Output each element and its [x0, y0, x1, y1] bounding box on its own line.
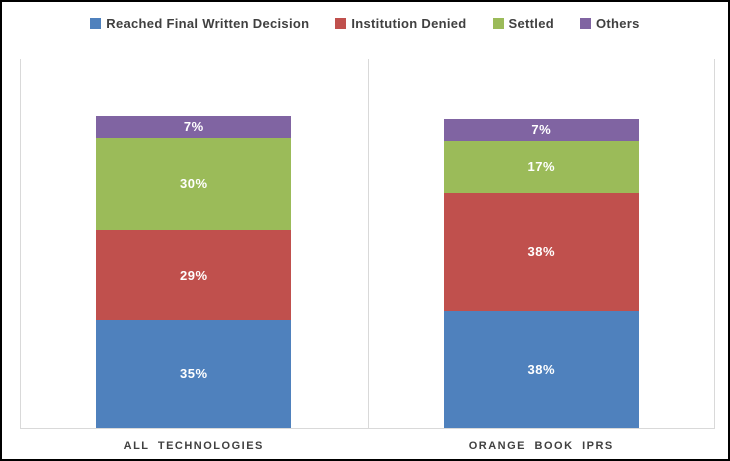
gridline-left	[20, 59, 21, 429]
legend-item-institution-denied: Institution Denied	[335, 16, 466, 31]
bar-value-label: 17%	[527, 159, 556, 175]
legend-label-others: Others	[596, 16, 640, 31]
legend: Reached Final Written Decision Institutio…	[2, 16, 728, 31]
bar-segment-all-technologies-settled: 30%	[96, 137, 292, 231]
legend-label-institution-denied: Institution Denied	[351, 16, 467, 31]
bar-segment-orange-book-iprs-institution-denied: 38%	[443, 193, 639, 311]
bar-segment-all-technologies-others: 7%	[96, 116, 292, 138]
bar-segment-orange-book-iprs-others: 7%	[443, 119, 639, 141]
legend-swatch-reached-final-written-decision	[90, 18, 102, 29]
plot-area: 7% 30% 29% 35% 7% 17% 38% 38%	[20, 59, 715, 429]
legend-item-reached-final-written-decision: Reached Final Written Decision	[90, 16, 309, 31]
gridline-middle	[367, 59, 369, 429]
gridline-right	[714, 59, 715, 429]
x-axis-labels: ALL TECHNOLOGIES ORANGE BOOK IPRS	[20, 429, 715, 452]
bar-value-label: 7%	[531, 122, 552, 138]
bar-stack-orange-book-iprs: 7% 17% 38% 38%	[443, 119, 639, 428]
bar-value-label: 38%	[527, 361, 556, 377]
bar-value-label: 38%	[527, 244, 556, 260]
legend-item-others: Others	[580, 16, 640, 31]
bar-value-label: 35%	[179, 366, 208, 382]
bar-value-label: 7%	[183, 119, 204, 135]
category-label-orange-book-iprs: ORANGE BOOK IPRS	[468, 440, 614, 452]
bar-value-label: 30%	[179, 176, 208, 192]
bar-segment-orange-book-iprs-reached-final-written-decision: 38%	[443, 310, 639, 428]
legend-item-settled: Settled	[492, 16, 554, 31]
legend-label-reached-final-written-decision: Reached Final Written Decision	[106, 16, 310, 31]
legend-label-settled: Settled	[508, 16, 554, 31]
category-label-all-technologies: ALL TECHNOLOGIES	[123, 440, 264, 452]
bar-segment-orange-book-iprs-settled: 17%	[443, 140, 639, 194]
bar-segment-all-technologies-institution-denied: 29%	[96, 230, 292, 320]
x-axis-line	[20, 428, 715, 429]
legend-swatch-settled	[492, 18, 504, 29]
bar-value-label: 29%	[179, 267, 208, 283]
legend-swatch-others	[580, 18, 591, 29]
bar-segment-all-technologies-reached-final-written-decision: 35%	[96, 319, 292, 428]
legend-swatch-institution-denied	[335, 18, 347, 29]
bar-stack-all-technologies: 7% 30% 29% 35%	[96, 116, 292, 428]
